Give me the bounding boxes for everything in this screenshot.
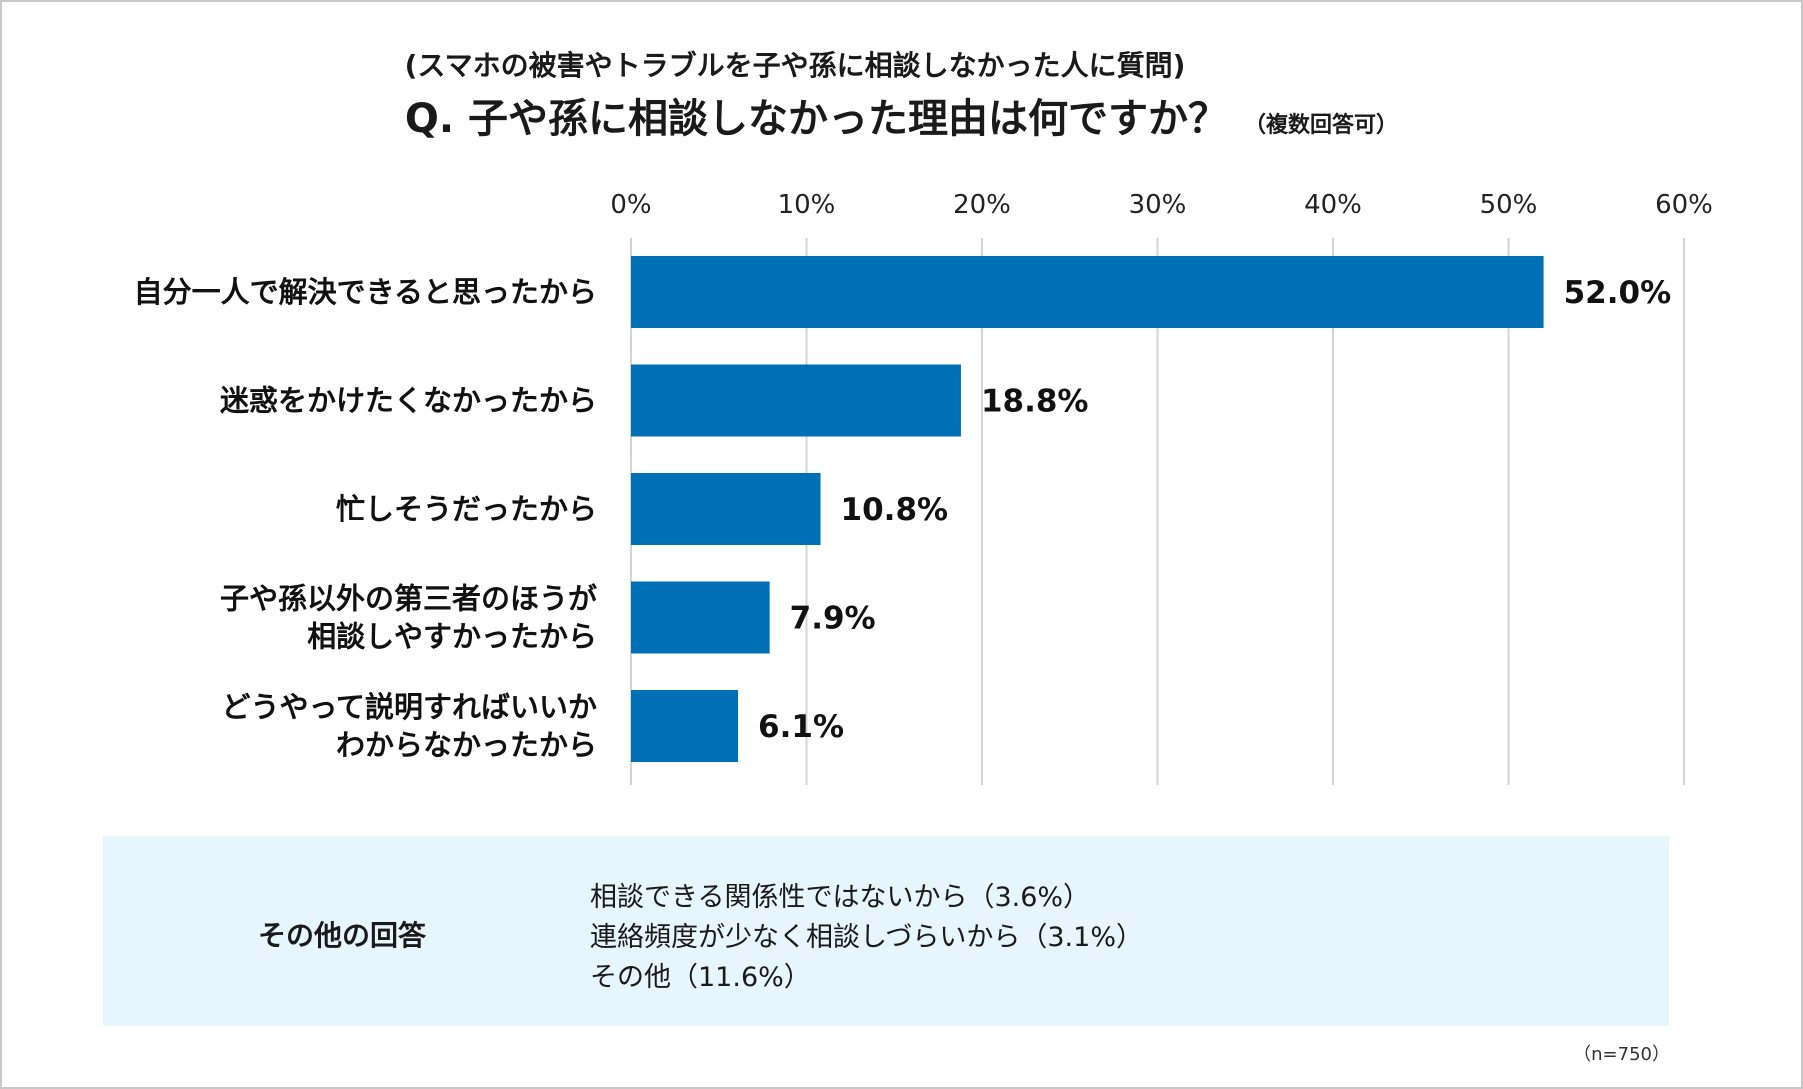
bar: [631, 256, 1544, 328]
data-label: 10.8%: [841, 492, 949, 528]
chart-title: Q. 子や孫に相談しなかった理由は何ですか？: [404, 96, 1229, 142]
x-tick-label: 10%: [778, 190, 836, 220]
category-label: 忙しそうだったから: [336, 492, 597, 526]
x-tick-label: 40%: [1304, 190, 1362, 220]
other-answer-item: 連絡頻度が少なく相談しづらいから（3.1%）: [590, 922, 1143, 953]
category-label: 自分一人で解決できると思ったから: [134, 275, 597, 309]
other-answers-list: 相談できる関係性ではないから（3.6%） 連絡頻度が少なく相談しづらいから（3.…: [590, 878, 1143, 998]
bar: [631, 364, 961, 437]
category-label: わからなかったから: [336, 728, 597, 762]
bar: [631, 473, 821, 545]
x-tick-label: 50%: [1480, 190, 1538, 220]
sample-size: （n=750）: [1573, 1044, 1670, 1065]
bar: [631, 581, 770, 654]
category-label: 迷惑をかけたくなかったから: [220, 384, 597, 418]
title-row: Q. 子や孫に相談しなかった理由は何ですか？ （複数回答可）: [0, 86, 1803, 144]
category-label: 子や孫以外の第三者のほうが: [220, 582, 597, 616]
other-answer-item: その他（11.6%）: [590, 962, 811, 993]
x-tick-label: 0%: [610, 190, 651, 220]
data-label: 18.8%: [981, 384, 1089, 420]
data-label: 6.1%: [758, 709, 844, 745]
title-note: （複数回答可）: [1244, 113, 1399, 138]
bar-chart: 0% 10% 20% 30% 40% 50% 60% 52.0% 自分一人で解決できると思ったか…: [134, 190, 1713, 785]
x-tick-label: 30%: [1129, 190, 1187, 220]
category-label: 相談しやすかったから: [307, 620, 597, 654]
category-label: どうやって説明すればいいか: [221, 690, 597, 724]
data-label: 7.9%: [790, 601, 876, 637]
bar: [631, 690, 739, 762]
x-tick-label: 20%: [953, 190, 1011, 220]
x-tick-label: 60%: [1655, 190, 1713, 220]
other-answer-item: 相談できる関係性ではないから（3.6%）: [590, 882, 1091, 913]
chart-subtitle: (スマホの被害やトラブルを子や孫に相談しなかった人に質問): [404, 49, 1186, 82]
other-answers-box: その他の回答 相談できる関係性ではないから（3.6%） 連絡頻度が少なく相談しづ…: [103, 836, 1669, 1026]
data-label: 52.0%: [1564, 275, 1672, 311]
other-answers-label: その他の回答: [258, 919, 427, 952]
